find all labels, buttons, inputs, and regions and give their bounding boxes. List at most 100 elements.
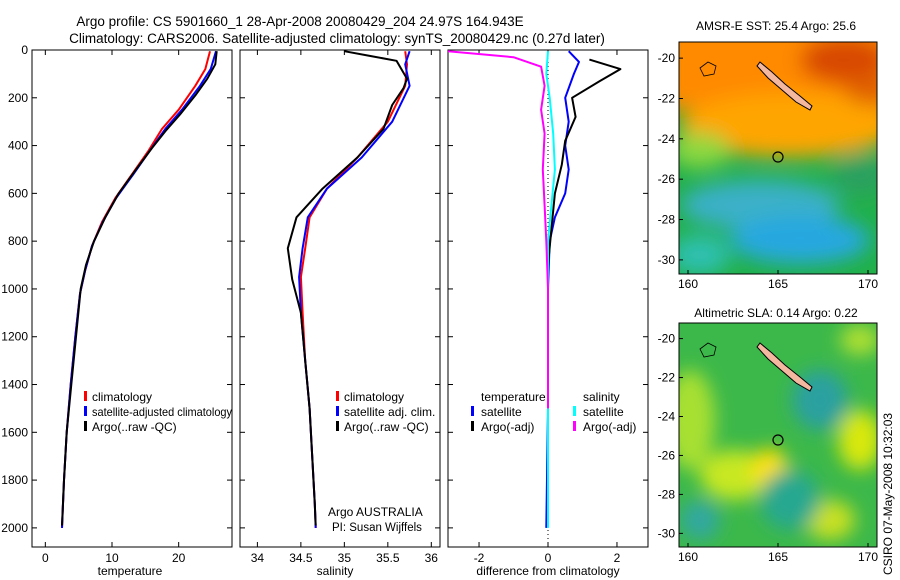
legend-label-temp-satellite: satellite	[481, 405, 522, 419]
credits-line2: PI: Susan Wijffels	[332, 522, 422, 534]
x-tick-label: 34.5	[289, 551, 313, 565]
y-tick-label: 0	[21, 43, 28, 57]
difference-panel: -2 0 2 difference from climatology tempera…	[447, 49, 649, 578]
map-y-tick-label: -30	[658, 253, 676, 267]
figure-title-line1: Argo profile: CS 5901660_1 28-Apr-2008 2…	[76, 14, 523, 29]
map-y-tick-label: -20	[658, 332, 676, 346]
difference-legend: temperature satellite Argo(-adj) salinit…	[471, 390, 636, 434]
y-tick-label: 600	[8, 186, 28, 200]
map-y-tick-label: -24	[658, 132, 676, 146]
temperature-ticks: 0 10 2002004006008001000120014001600180020…	[1, 43, 232, 565]
y-tick-label: 200	[8, 91, 28, 105]
series-line-argo-raw-qc	[61, 51, 218, 526]
legend-title-salinity: salinity	[583, 390, 620, 404]
sst-argo-position-marker	[772, 151, 784, 163]
temperature-xlabel: temperature	[98, 564, 163, 578]
y-tick-label: 1000	[1, 282, 28, 296]
x-tick-label: 0	[42, 551, 49, 565]
map-x-tick-label: 170	[858, 550, 878, 564]
new-caledonia-coast	[756, 61, 813, 111]
sst-map-panel: AMSR-E SST: 25.4 Argo: 25.6 160 165 170 -20…	[658, 19, 879, 291]
x-tick-label: 36	[425, 551, 439, 565]
sst-field	[679, 42, 877, 274]
map-y-tick-label: -22	[658, 371, 676, 385]
legend-swatch-climatology	[84, 391, 87, 401]
map-x-tick-label: 160	[678, 550, 698, 564]
y-tick-label: 400	[8, 139, 28, 153]
x-tick-label: 35.5	[376, 551, 400, 565]
temperature-axes-box	[31, 49, 233, 548]
salinity-xlabel: salinity	[317, 564, 354, 578]
series-line-satellite-adjusted-climatology	[61, 50, 217, 528]
series-line-satellite-adj-clim	[298, 50, 411, 528]
map-x-tick-label: 165	[768, 550, 788, 564]
sla-map-ticks: 160 165 170 -20 -22 -24 -26 -28 -30	[658, 332, 879, 564]
legend-swatch-satellite-adjusted	[84, 406, 87, 416]
series-line-climatology	[61, 50, 211, 528]
map-y-tick-label: -20	[658, 51, 676, 65]
map-x-tick-label: 165	[768, 277, 788, 291]
difference-profile-lines	[447, 50, 622, 528]
map-y-tick-label: -24	[658, 409, 676, 423]
figure-title-line2: Climatology: CARS2006. Satellite-adjuste…	[69, 31, 605, 46]
legend-swatch-temp-argo	[471, 421, 474, 431]
y-tick-label: 800	[8, 234, 28, 248]
sla-map-title: Altimetric SLA: 0.14 Argo: 0.22	[694, 306, 858, 320]
y-tick-label: 1400	[1, 378, 28, 392]
series-line-temperature-argo-adj	[547, 58, 622, 409]
x-tick-label: 20	[172, 551, 186, 565]
temperature-legend: climatology satellite-adjusted climatolo…	[84, 390, 232, 434]
map-y-tick-label: -26	[658, 172, 676, 186]
legend-title-temperature: temperature	[481, 390, 546, 404]
x-tick-label: -2	[474, 551, 485, 565]
temperature-profile-lines	[61, 50, 218, 528]
legend-label-argo: Argo(..raw -QC)	[92, 420, 177, 434]
credits-line1: Argo AUSTRALIA	[328, 505, 423, 519]
x-tick-label: 0	[545, 551, 552, 565]
coastline-shape	[699, 342, 717, 358]
legend-swatch-climatology	[336, 391, 339, 401]
x-tick-label: 2	[614, 551, 621, 565]
y-tick-label: 1200	[1, 330, 28, 344]
map-y-tick-label: -26	[658, 448, 676, 462]
salinity-panel: 34 34.5 35 35.5 36 salinity climatology sate…	[239, 49, 441, 578]
coastline-shape	[699, 61, 717, 77]
map-x-tick-label: 160	[678, 277, 698, 291]
legend-label-climatology: climatology	[344, 390, 404, 404]
sla-map-panel: Altimetric SLA: 0.14 Argo: 0.22 160 165 17…	[658, 306, 879, 564]
legend-swatch-sal-satellite	[573, 406, 576, 416]
legend-label-satellite: satellite adj. clim.	[344, 405, 435, 419]
x-tick-label: 10	[105, 551, 119, 565]
map-y-tick-label: -28	[658, 213, 676, 227]
legend-swatch-satellite	[336, 406, 339, 416]
legend-swatch-argo	[336, 421, 339, 431]
difference-xlabel: difference from climatology	[476, 564, 619, 578]
x-tick-label: 34	[251, 551, 265, 565]
y-tick-label: 1800	[1, 473, 28, 487]
sst-map-ticks: 160 165 170 -20 -22 -24 -26 -28 -30	[658, 51, 879, 291]
legend-swatch-temp-satellite	[471, 406, 474, 416]
salinity-profile-lines	[286, 50, 411, 528]
map-y-tick-label: -30	[658, 526, 676, 540]
series-line-salinity-argo-adj	[447, 50, 549, 409]
salinity-ticks: 34 34.5 35 35.5 36	[240, 49, 440, 565]
sla-argo-position-marker	[772, 434, 784, 446]
legend-label-sal-argo: Argo(-adj)	[583, 420, 636, 434]
y-tick-label: 1600	[1, 425, 28, 439]
y-tick-label: 2000	[1, 521, 28, 535]
legend-label-temp-argo: Argo(-adj)	[481, 420, 534, 434]
salinity-legend: climatology satellite adj. clim. Argo(..…	[336, 390, 435, 434]
legend-label-climatology: climatology	[92, 390, 152, 404]
salinity-axes-box	[239, 49, 441, 548]
map-y-tick-label: -28	[658, 487, 676, 501]
map-y-tick-label: -22	[658, 91, 676, 105]
series-line-argo-raw-qc	[286, 50, 408, 526]
map-x-tick-label: 170	[858, 277, 878, 291]
legend-label-argo: Argo(..raw -QC)	[344, 420, 429, 434]
sst-map-title: AMSR-E SST: 25.4 Argo: 25.6	[696, 19, 856, 33]
legend-swatch-sal-argo	[573, 421, 576, 431]
new-caledonia-coast	[756, 342, 813, 392]
legend-swatch-argo	[84, 421, 87, 431]
timestamp-note: CSIRO 07-May-2008 10:32:03	[881, 413, 895, 575]
